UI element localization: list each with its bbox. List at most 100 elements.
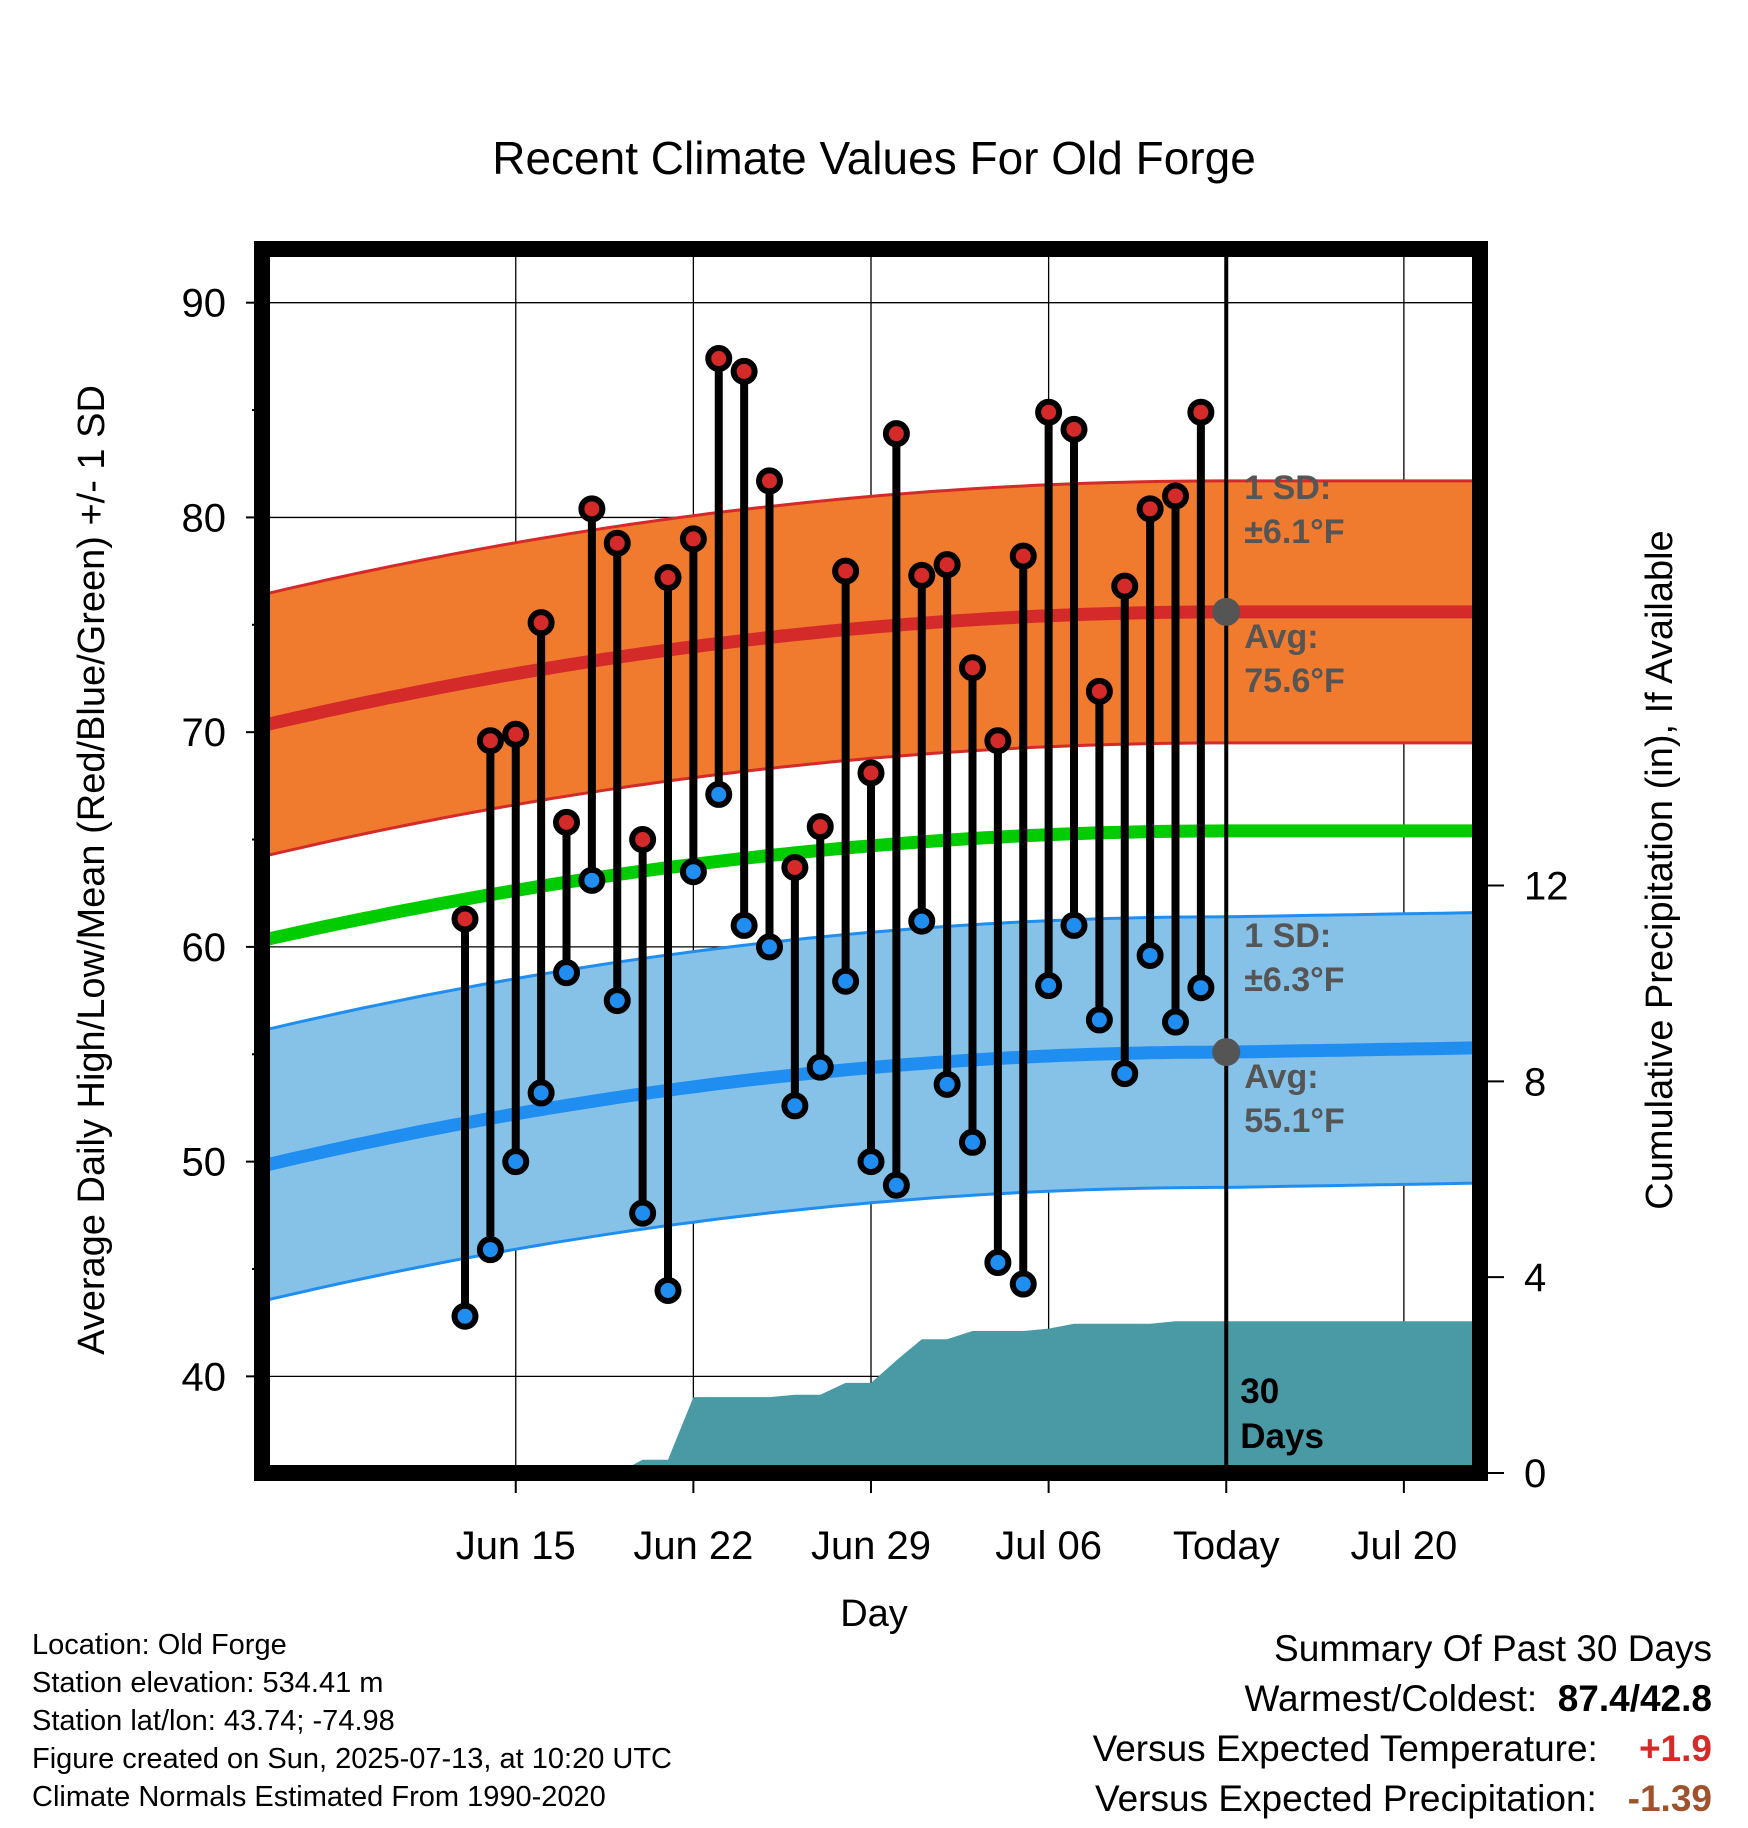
- daily-low-point: [1035, 972, 1063, 1000]
- daily-high-point: [1085, 677, 1113, 705]
- daily-low-point: [629, 1199, 657, 1227]
- temp-label: Versus Expected Temperature:: [1092, 1728, 1598, 1769]
- chart-title: Recent Climate Values For Old Forge: [492, 132, 1256, 184]
- created-text: Figure created on Sun, 2025-07-13, at 10…: [32, 1743, 672, 1775]
- x-axis-title: Day: [840, 1593, 908, 1635]
- x-tick-label: Jun 15: [456, 1524, 576, 1568]
- daily-low-point: [553, 959, 580, 987]
- x-tick-label: Jun 22: [633, 1524, 753, 1568]
- today-normal-high-marker: [1212, 597, 1241, 626]
- daily-high-point: [1009, 542, 1037, 570]
- daily-high-point: [730, 357, 758, 385]
- daily-low-point: [908, 907, 936, 935]
- daily-high-point: [857, 759, 885, 787]
- daily-high-point: [959, 654, 986, 682]
- daily-low-point: [679, 858, 707, 886]
- y-left-tick-label: 90: [182, 282, 227, 326]
- daily-high-point: [781, 853, 809, 881]
- latlon-text: Station lat/lon: 43.74; -74.98: [32, 1705, 395, 1737]
- daily-high-point: [527, 609, 555, 637]
- daily-high-point: [629, 826, 657, 854]
- daily-low-point: [1111, 1060, 1139, 1088]
- daily-high-point: [476, 727, 504, 755]
- high-sd-upper-line: [262, 479, 1480, 597]
- daily-low-point: [654, 1276, 682, 1304]
- y-right-tick-label: 0: [1524, 1452, 1546, 1496]
- daily-high-point: [1162, 482, 1189, 510]
- summary-title: Summary Of Past 30 Days: [1274, 1628, 1712, 1669]
- daily-low-point: [1187, 974, 1215, 1002]
- high-avg-value: 75.6°F: [1244, 662, 1345, 700]
- precip-value: -1.39: [1627, 1778, 1712, 1819]
- x-tick-label: Jun 29: [811, 1524, 931, 1568]
- high-sd-lower-line: [262, 741, 1480, 859]
- daily-high-point: [603, 529, 631, 557]
- y-left-tick-label: 70: [182, 711, 227, 755]
- x-tick-label: Today: [1173, 1524, 1280, 1568]
- low-avg-label: Avg:: [1244, 1058, 1318, 1096]
- daily-low-point: [781, 1092, 809, 1120]
- daily-high-point: [806, 813, 834, 841]
- daily-low-point: [705, 780, 733, 808]
- daily-high-point: [1035, 398, 1063, 426]
- temp-value: +1.9: [1638, 1728, 1712, 1769]
- daily-low-point: [806, 1053, 834, 1081]
- low-sd-label: 1 SD:: [1244, 917, 1331, 955]
- high-sd-label: 1 SD:: [1244, 469, 1331, 507]
- daily-low-point: [857, 1148, 885, 1176]
- location-text: Location: Old Forge: [32, 1629, 287, 1661]
- y-left-tick-label: 60: [182, 926, 227, 970]
- daily-low-point: [959, 1128, 986, 1156]
- low-avg-value: 55.1°F: [1244, 1102, 1345, 1140]
- daily-low-point: [1162, 1008, 1189, 1036]
- elevation-text: Station elevation: 534.41 m: [32, 1667, 384, 1699]
- warmest-value: 87.4/42.8: [1557, 1678, 1712, 1719]
- high-avg-label: Avg:: [1244, 618, 1318, 656]
- daily-low-point: [882, 1171, 910, 1199]
- daily-low-point: [756, 933, 783, 961]
- daily-low-point: [832, 967, 860, 995]
- daily-low-point: [451, 1302, 479, 1330]
- daily-high-point: [908, 561, 936, 589]
- normal-high-line: [262, 605, 1480, 733]
- daily-high-point: [832, 557, 860, 585]
- summary-panel: Summary Of Past 30 Days Warmest/Coldest:…: [1093, 1624, 1712, 1824]
- y-left-tick-label: 50: [182, 1141, 227, 1185]
- daily-high-point: [578, 495, 606, 523]
- daily-low-point: [476, 1236, 504, 1264]
- daily-low-point: [603, 987, 631, 1015]
- daily-low-point: [527, 1079, 555, 1107]
- x-tick-label: Jul 06: [995, 1524, 1102, 1568]
- daily-low-point: [933, 1070, 961, 1098]
- precip-label: Versus Expected Precipitation:: [1094, 1778, 1597, 1819]
- station-info: Location: Old Forge Station elevation: 5…: [32, 1626, 672, 1816]
- daily-low-point: [730, 911, 758, 939]
- daily-low-point: [1085, 1006, 1113, 1034]
- daily-high-point: [1060, 415, 1088, 443]
- daily-high-point: [1187, 398, 1215, 426]
- daily-low-point: [502, 1148, 530, 1176]
- daily-high-point: [1111, 572, 1139, 600]
- normals-text: Climate Normals Estimated From 1990-2020: [32, 1781, 606, 1813]
- daily-high-point: [502, 720, 530, 748]
- y-right-tick-label: 4: [1524, 1256, 1546, 1300]
- daily-high-point: [451, 905, 479, 933]
- daily-high-point: [984, 727, 1012, 755]
- plot-area: [262, 249, 1480, 1473]
- daily-low-point: [1136, 941, 1164, 969]
- daily-high-point: [882, 420, 910, 448]
- precip-area: [465, 1321, 1480, 1473]
- y-left-tick-label: 80: [182, 496, 227, 540]
- daily-low-point: [1009, 1270, 1037, 1298]
- y-right-tick-label: 12: [1524, 864, 1569, 908]
- daily-high-point: [553, 808, 580, 836]
- high-sd-value: ±6.1°F: [1244, 513, 1344, 551]
- y-right-tick-label: 8: [1524, 1060, 1546, 1104]
- low-sd-value: ±6.3°F: [1244, 961, 1344, 999]
- daily-low-point: [984, 1249, 1012, 1277]
- daily-high-point: [654, 564, 682, 592]
- today-normal-low-marker: [1212, 1038, 1241, 1067]
- daily-low-point: [578, 866, 606, 894]
- warmest-label: Warmest/Coldest:: [1244, 1678, 1538, 1719]
